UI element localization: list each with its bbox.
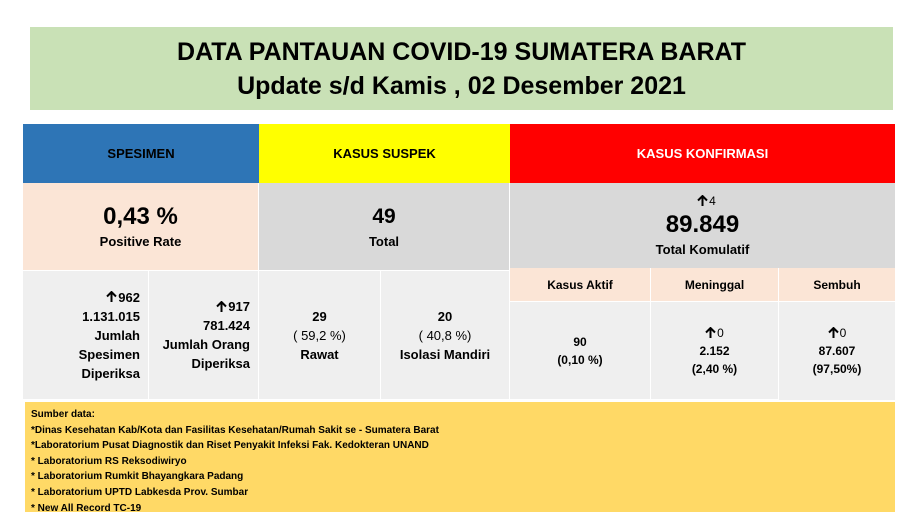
total: 49 xyxy=(372,205,396,228)
source-item: * Laboratorium Rumkit Bhayangkara Padang xyxy=(31,471,244,483)
suspek-item: 29 ( 59,2 %) Rawat xyxy=(259,271,381,400)
sources: Sumber data: *Dinas Kesehatan Kab/Kota d… xyxy=(25,402,895,514)
source-item: *Laboratorium Pusat Diagnostik dan Riset… xyxy=(31,440,429,452)
increase: 917 xyxy=(216,297,250,316)
label: Jumlah Orang Diperiksa xyxy=(162,337,250,371)
sub-header: Kasus Aktif xyxy=(510,268,651,302)
heading: SPESIMEN xyxy=(107,146,175,161)
source-item: * New All Record TC-19 xyxy=(31,502,142,514)
title: DATA PANTAUAN COVID-19 SUMATERA BARAT xyxy=(177,37,746,66)
arrow-up xyxy=(216,300,228,312)
suspek-header: KASUS SUSPEK xyxy=(259,124,510,183)
value: 781.424 xyxy=(203,318,250,333)
rate: 0,43 % xyxy=(103,203,178,230)
increase-value: 4 xyxy=(709,194,716,208)
percent: ( 40,8 %) xyxy=(418,327,472,343)
arrow-up xyxy=(827,327,839,338)
label: Sembuh xyxy=(813,277,861,292)
rate-label: Positive Rate xyxy=(99,234,182,249)
total: 89.849 xyxy=(665,211,740,238)
increase: 0 xyxy=(827,324,847,342)
arrow-up xyxy=(106,291,118,302)
spesimen-header: SPESIMEN xyxy=(23,124,259,183)
value: 29 xyxy=(312,308,327,324)
suspek-item: 20 ( 40,8 %) Isolasi Mandiri xyxy=(381,271,510,400)
percent: (0,10 %) xyxy=(557,352,603,367)
value: 20 xyxy=(437,308,453,324)
subtitle: Update s/d Kamis , 02 Desember 2021 xyxy=(237,71,686,100)
percent: (2,40 %) xyxy=(691,361,738,376)
value: 87.607 xyxy=(818,344,856,358)
spesimen-item: 962 1.131.015 Jumlah Spesimen Diperiksa xyxy=(23,271,149,400)
percent: ( 59,2 %) xyxy=(293,327,346,343)
suspek-total: 49 Total xyxy=(259,183,510,271)
konfirmasi-header: KASUS KONFIRMASI xyxy=(510,124,895,183)
source-item: *Dinas Kesehatan Kab/Kota dan Fasilitas … xyxy=(31,424,439,436)
heading: KASUS KONFIRMASI xyxy=(636,146,769,161)
percent: (97,50%) xyxy=(812,362,862,376)
heading: KASUS SUSPEK xyxy=(333,146,436,161)
label: Meninggal xyxy=(684,277,745,292)
increase-value: 0 xyxy=(839,326,847,340)
total-label: Total xyxy=(368,234,400,249)
konfirmasi-item: 0 2.152 (2,40 %) xyxy=(651,302,779,400)
sub-header: Meninggal xyxy=(651,268,779,302)
sub-header: Sembuh xyxy=(779,268,895,302)
value: 2.152 xyxy=(699,343,730,358)
increase: 4 xyxy=(697,192,716,210)
increase: 0 xyxy=(705,324,724,342)
increase-value: 0 xyxy=(717,325,724,340)
arrow-up xyxy=(697,195,708,206)
label: Jumlah Spesimen Diperiksa xyxy=(78,327,140,381)
konfirmasi-total: 4 89.849 Total Komulatif xyxy=(510,183,895,268)
increase-value: 962 xyxy=(118,289,140,305)
label: Kasus Aktif xyxy=(547,277,613,292)
value: 90 xyxy=(573,334,587,349)
title-box: DATA PANTAUAN COVID-19 SUMATERA BARAT Up… xyxy=(30,27,893,110)
sources-heading: Sumber data: xyxy=(31,409,95,420)
source-item: * Laboratorium UPTD Labkesda Prov. Sumba… xyxy=(31,486,249,498)
label: Rawat xyxy=(300,346,339,362)
total-label: Total Komulatif xyxy=(655,242,750,257)
arrow-up xyxy=(705,326,716,338)
increase: 962 xyxy=(106,288,140,307)
spesimen-rate: 0,43 % Positive Rate xyxy=(23,183,259,271)
label: Isolasi Mandiri xyxy=(399,346,491,362)
increase-value: 917 xyxy=(228,299,250,314)
konfirmasi-item: 0 87.607 (97,50%) xyxy=(779,302,895,400)
konfirmasi-item: 90 (0,10 %) xyxy=(510,302,651,400)
spesimen-item: 917 781.424 Jumlah Orang Diperiksa xyxy=(149,271,259,400)
value: 1.131.015 xyxy=(82,308,140,324)
source-item: * Laboratorium RS Reksodiwiryo xyxy=(31,455,187,467)
